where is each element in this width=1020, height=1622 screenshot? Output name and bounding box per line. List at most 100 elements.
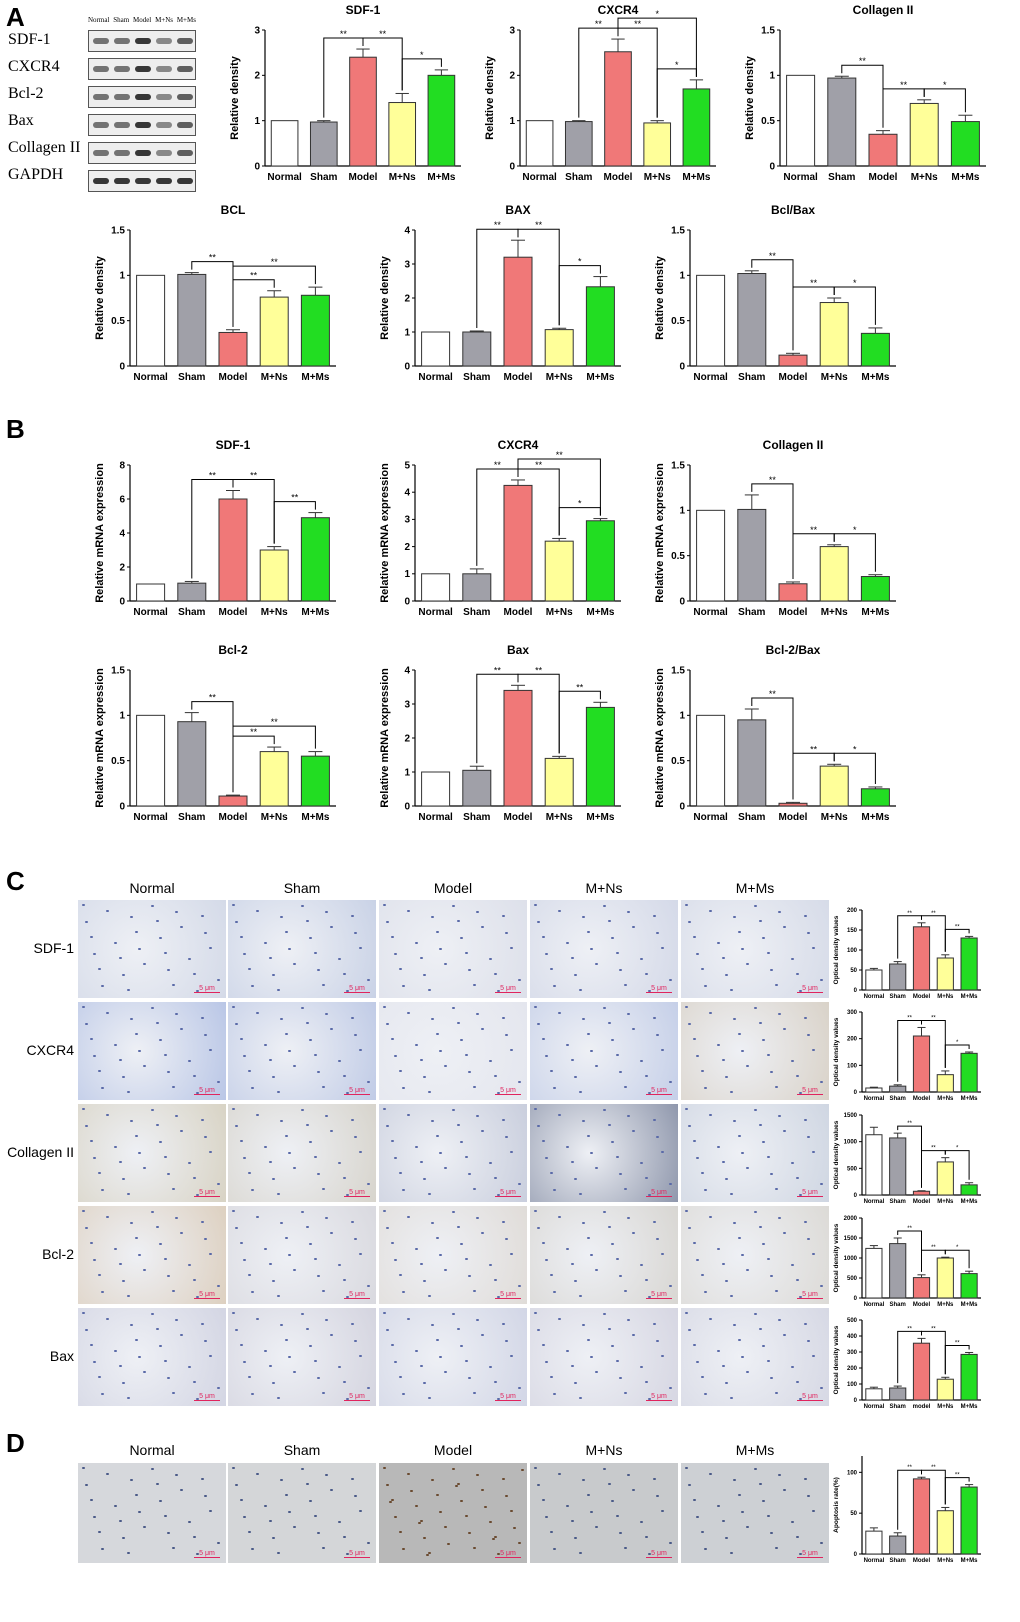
significance-label: **	[271, 717, 279, 727]
cell-nucleus	[807, 932, 810, 934]
scale-bar: 5 μm	[646, 1550, 672, 1558]
y-axis-label: Optical density values	[833, 1325, 840, 1394]
cell-nucleus	[201, 1119, 204, 1121]
scale-bar: 5 μm	[495, 1087, 521, 1095]
cell-nucleus	[201, 1017, 204, 1019]
cell-nucleus	[85, 1023, 88, 1025]
cell-nucleus	[553, 1548, 556, 1550]
significance-label: **	[907, 911, 912, 917]
y-tick-label: 200	[847, 908, 858, 914]
y-tick-label: 1.5	[111, 665, 125, 676]
cell-nucleus	[656, 1238, 659, 1240]
tunel-micrograph: 5 μm	[681, 1463, 829, 1563]
cell-nucleus	[82, 1467, 85, 1469]
cell-nucleus	[138, 948, 141, 950]
cell-nucleus	[455, 1485, 458, 1487]
y-tick-label: 0	[854, 1552, 858, 1558]
cell-nucleus	[804, 1119, 807, 1121]
cell-nucleus	[492, 1538, 495, 1540]
significance-label: **	[859, 56, 867, 66]
significance-label: *	[853, 525, 857, 535]
y-axis-label: Relative mRNA expression	[654, 463, 666, 603]
cell-nucleus	[256, 1216, 259, 1218]
x-tick-label: Sham	[463, 607, 490, 618]
cell-nucleus	[317, 1173, 320, 1175]
cell-nucleus	[93, 1259, 96, 1261]
blot-row-label: GAPDH	[8, 166, 64, 183]
cell-nucleus	[156, 920, 159, 922]
y-tick-label: 0	[119, 596, 125, 607]
cell-nucleus	[93, 953, 96, 955]
cell-nucleus	[545, 1055, 548, 1057]
bar-m-ms	[427, 74, 456, 167]
y-tick-label: 0.5	[671, 316, 685, 327]
cell-nucleus	[85, 1329, 88, 1331]
cell-nucleus	[709, 910, 712, 912]
cell-nucleus	[608, 1483, 611, 1485]
cell-nucleus	[407, 1114, 410, 1116]
cell-nucleus	[457, 1226, 460, 1228]
y-tick-label: 0.5	[111, 756, 125, 767]
bar-normal	[136, 274, 166, 367]
cell-nucleus	[534, 1006, 537, 1008]
cell-nucleus	[269, 1263, 272, 1265]
cell-nucleus	[688, 1329, 691, 1331]
cell-nucleus	[431, 916, 434, 918]
cell-nucleus	[791, 1366, 794, 1368]
x-tick-label: Sham	[463, 812, 490, 823]
cell-nucleus	[301, 1211, 304, 1213]
cell-nucleus	[204, 1340, 207, 1342]
cell-nucleus	[722, 1263, 725, 1265]
cell-nucleus	[746, 1167, 749, 1169]
y-tick-label: 0	[854, 988, 858, 994]
cell-nucleus	[611, 1345, 614, 1347]
bar-normal	[270, 120, 299, 167]
cell-nucleus	[796, 1177, 799, 1179]
cell-nucleus	[280, 1120, 283, 1122]
cell-nucleus	[444, 1269, 447, 1271]
significance-label: **	[931, 1465, 936, 1471]
cell-nucleus	[285, 1237, 288, 1239]
cell-nucleus	[545, 1361, 548, 1363]
western-blot	[88, 30, 196, 198]
cell-nucleus	[106, 1473, 109, 1475]
significance-label: **	[556, 450, 564, 460]
cell-nucleus	[656, 1340, 659, 1342]
cell-nucleus	[175, 1474, 178, 1476]
cell-nucleus	[730, 1397, 733, 1399]
cell-nucleus	[775, 1392, 778, 1394]
cell-nucleus	[217, 1285, 220, 1287]
ihc-micrograph: 5 μm	[530, 1002, 678, 1100]
bar-normal	[865, 1247, 883, 1299]
cell-nucleus	[473, 984, 476, 986]
cell-nucleus	[391, 936, 394, 938]
x-tick-label: M+Ms	[427, 172, 456, 183]
cell-nucleus	[101, 1548, 104, 1550]
cell-nucleus	[436, 931, 439, 933]
cell-nucleus	[696, 953, 699, 955]
blot-row	[88, 86, 196, 108]
scale-bar: 5 μm	[646, 1291, 672, 1299]
cell-nucleus	[574, 1280, 577, 1282]
x-tick-label: Sham	[178, 607, 205, 618]
y-axis-label: Relative mRNA expression	[379, 668, 391, 808]
cell-nucleus	[518, 1285, 521, 1287]
bar-normal	[865, 1530, 883, 1555]
chart-svg: Bcl-2/Bax Relative mRNA expression 0 0.5 1 1.…	[654, 643, 896, 823]
y-tick-label: 0	[119, 801, 125, 812]
blot-band	[177, 94, 193, 100]
cell-nucleus	[256, 1012, 259, 1014]
cell-nucleus	[497, 990, 500, 992]
scale-bar: 5 μm	[797, 1087, 823, 1095]
cell-nucleus	[733, 1120, 736, 1122]
chart-title: Bcl/Bax	[771, 203, 815, 217]
cell-nucleus	[431, 1120, 434, 1122]
cell-nucleus	[306, 1022, 309, 1024]
cell-nucleus	[235, 1227, 238, 1229]
cell-nucleus	[172, 1290, 175, 1292]
cell-nucleus	[264, 1248, 267, 1250]
cell-nucleus	[738, 1033, 741, 1035]
bar-sham	[462, 573, 492, 602]
ihc-micrograph: 5 μm	[530, 1104, 678, 1202]
y-tick-label: 0.5	[671, 551, 685, 562]
